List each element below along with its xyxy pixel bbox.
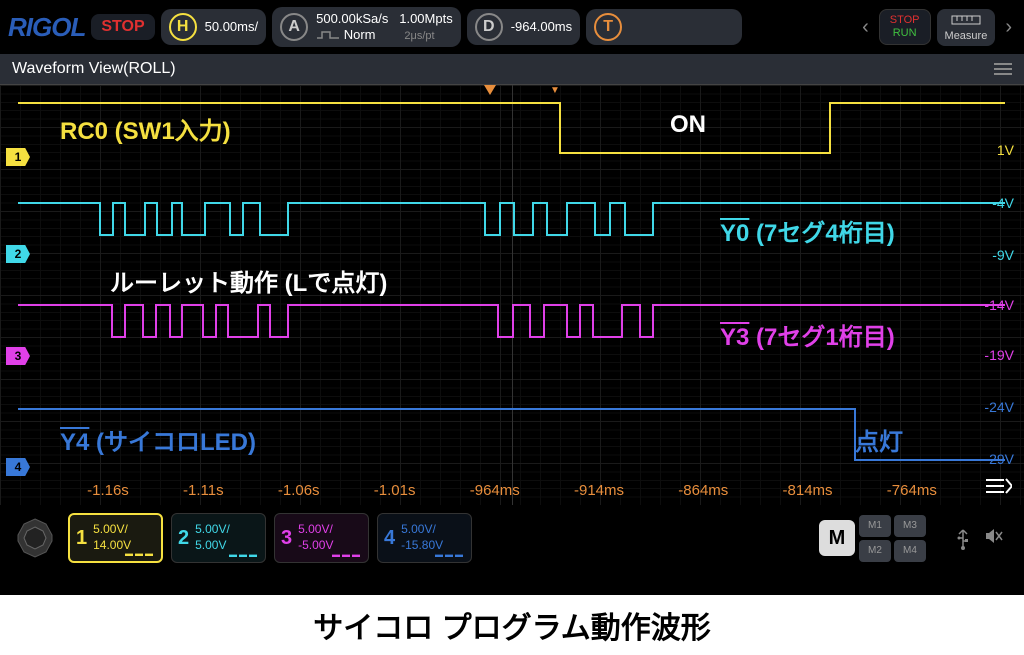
volt-label-n29v: -29V — [984, 451, 1014, 467]
ch2-offset: 5.00V — [195, 538, 230, 554]
h-timebase: 50.00ms/ — [205, 19, 258, 35]
waveform-display[interactable]: ▼ 1 2 3 4 RC0 (SW1入力) ON Y0 (7セグ4桁目) ルーレ… — [0, 85, 1024, 505]
nav-right-icon[interactable]: › — [1001, 16, 1016, 39]
delay-value: -964.00ms — [511, 19, 572, 35]
volt-label-n24v: -24V — [984, 399, 1014, 415]
time-axis: -1.16s -1.11s -1.06s -1.01s -964ms -914m… — [0, 482, 1024, 499]
ch2-number: 2 — [178, 527, 189, 550]
ch2-settings[interactable]: 2 5.00V/5.00V ▬▬▬ — [171, 513, 266, 563]
annotation-rc0: RC0 (SW1入力) — [60, 111, 231, 146]
time-tick: -1.16s — [87, 482, 129, 499]
annotation-on: ON — [670, 111, 706, 139]
m4-button[interactable]: M4 — [894, 540, 926, 562]
ch-menu-icon[interactable]: ▬▬▬ — [125, 549, 155, 558]
ch-menu-icon[interactable]: ▬▬▬ — [332, 550, 362, 559]
annotation-y3: Y3 (7セグ1桁目) — [720, 317, 895, 352]
mem-depth: 1.00Mpts — [399, 11, 452, 26]
math-group: M M1 M3 M2 M4 — [819, 515, 926, 562]
time-tick: -964ms — [470, 482, 520, 499]
time-res: 2μs/pt — [404, 30, 434, 42]
y4-rest: (サイコロLED) — [89, 429, 256, 456]
measure-label: Measure — [945, 30, 988, 42]
top-toolbar: RIGOL STOP H 50.00ms/ A 500.00kSa/s 1.00… — [0, 0, 1024, 54]
bottom-toolbar: 1 5.00V/14.00V ▬▬▬ 2 5.00V/5.00V ▬▬▬ 3 5… — [0, 505, 1024, 571]
oscilloscope-screen: RIGOL STOP H 50.00ms/ A 500.00kSa/s 1.00… — [0, 0, 1024, 595]
time-tick: -1.06s — [278, 482, 320, 499]
m1-button[interactable]: M1 — [859, 515, 891, 537]
ch2-scale: 5.00V/ — [195, 522, 230, 538]
y3-overline: Y3 — [720, 324, 749, 351]
ch3-number: 3 — [281, 527, 292, 550]
time-tick: -1.11s — [183, 482, 224, 499]
waveform-title: Waveform View(ROLL) — [12, 60, 176, 78]
annotation-y0: Y0 (7セグ4桁目) — [720, 213, 895, 248]
brand-logo: RIGOL — [8, 12, 85, 43]
speaker-mute-icon[interactable] — [984, 526, 1004, 546]
stop-run-button[interactable]: STOP RUN — [879, 9, 931, 45]
ch1-scale: 5.00V/ — [93, 522, 131, 538]
ch3-scale: 5.00V/ — [298, 522, 333, 538]
io-icons — [954, 526, 1004, 550]
volt-label-n9v: -9V — [992, 247, 1014, 263]
ch3-settings[interactable]: 3 5.00V/-5.00V ▬▬▬ — [274, 513, 369, 563]
m3-button[interactable]: M3 — [894, 515, 926, 537]
ch1-number: 1 — [76, 527, 87, 550]
stop-label: STOP — [890, 14, 920, 27]
settings-gear-icon[interactable] — [10, 513, 60, 563]
volt-label-n4v: -4V — [992, 195, 1014, 211]
run-label: RUN — [890, 27, 920, 40]
volt-label-1v: 1V — [997, 142, 1014, 158]
m2-button[interactable]: M2 — [859, 540, 891, 562]
volt-label-n19v: -19V — [984, 347, 1014, 363]
time-tick: -1.01s — [374, 482, 416, 499]
annotation-tentou: 点灯 — [855, 422, 903, 457]
measure-button[interactable]: Measure — [937, 9, 996, 46]
time-tick: -864ms — [678, 482, 728, 499]
time-tick: -914ms — [574, 482, 624, 499]
acquire-group[interactable]: A 500.00kSa/s 1.00Mpts Norm 2μs/pt — [272, 7, 461, 47]
d-badge: D — [475, 13, 503, 41]
time-tick: -764ms — [887, 482, 937, 499]
panel-menu-icon[interactable] — [994, 63, 1012, 75]
nav-left-icon[interactable]: ‹ — [858, 16, 873, 39]
usb-icon[interactable] — [954, 526, 972, 550]
ch4-settings[interactable]: 4 5.00V/-15.80V ▬▬▬ — [377, 513, 472, 563]
t-badge: T — [594, 13, 622, 41]
horizontal-group[interactable]: H 50.00ms/ — [161, 9, 266, 45]
annotation-y4: Y4 (サイコロLED) — [60, 422, 256, 457]
h-badge: H — [169, 13, 197, 41]
acquire-info: 500.00kSa/s 1.00Mpts Norm 2μs/pt — [316, 11, 453, 43]
y4-overline: Y4 — [60, 429, 89, 456]
ch1-settings[interactable]: 1 5.00V/14.00V ▬▬▬ — [68, 513, 163, 563]
volt-label-n14v: -14V — [984, 297, 1014, 313]
sample-rate: 500.00kSa/s — [316, 11, 388, 26]
run-status: STOP — [91, 14, 154, 40]
a-badge: A — [280, 13, 308, 41]
time-tick: -814ms — [783, 482, 833, 499]
y0-rest: (7セグ4桁目) — [749, 220, 894, 247]
ch4-scale: 5.00V/ — [401, 522, 443, 538]
delay-group[interactable]: D -964.00ms — [467, 9, 580, 45]
measure-icon — [951, 13, 981, 27]
ch-menu-icon[interactable]: ▬▬▬ — [229, 550, 259, 559]
y3-rest: (7セグ1桁目) — [749, 324, 894, 351]
ch3-offset: -5.00V — [298, 538, 333, 554]
figure-caption: サイコロ プログラム動作波形 — [0, 595, 1024, 655]
waveform-panel-header: Waveform View(ROLL) — [0, 54, 1024, 85]
ch-menu-icon[interactable]: ▬▬▬ — [435, 550, 465, 559]
acq-mode: Norm — [344, 27, 376, 42]
y0-overline: Y0 — [720, 220, 749, 247]
annotation-roulette: ルーレット動作 (Lで点灯) — [110, 263, 387, 298]
math-main-button[interactable]: M — [819, 520, 855, 556]
trigger-group[interactable]: T — [586, 9, 742, 45]
ch4-number: 4 — [384, 527, 395, 550]
collapse-icon[interactable] — [986, 476, 1012, 501]
